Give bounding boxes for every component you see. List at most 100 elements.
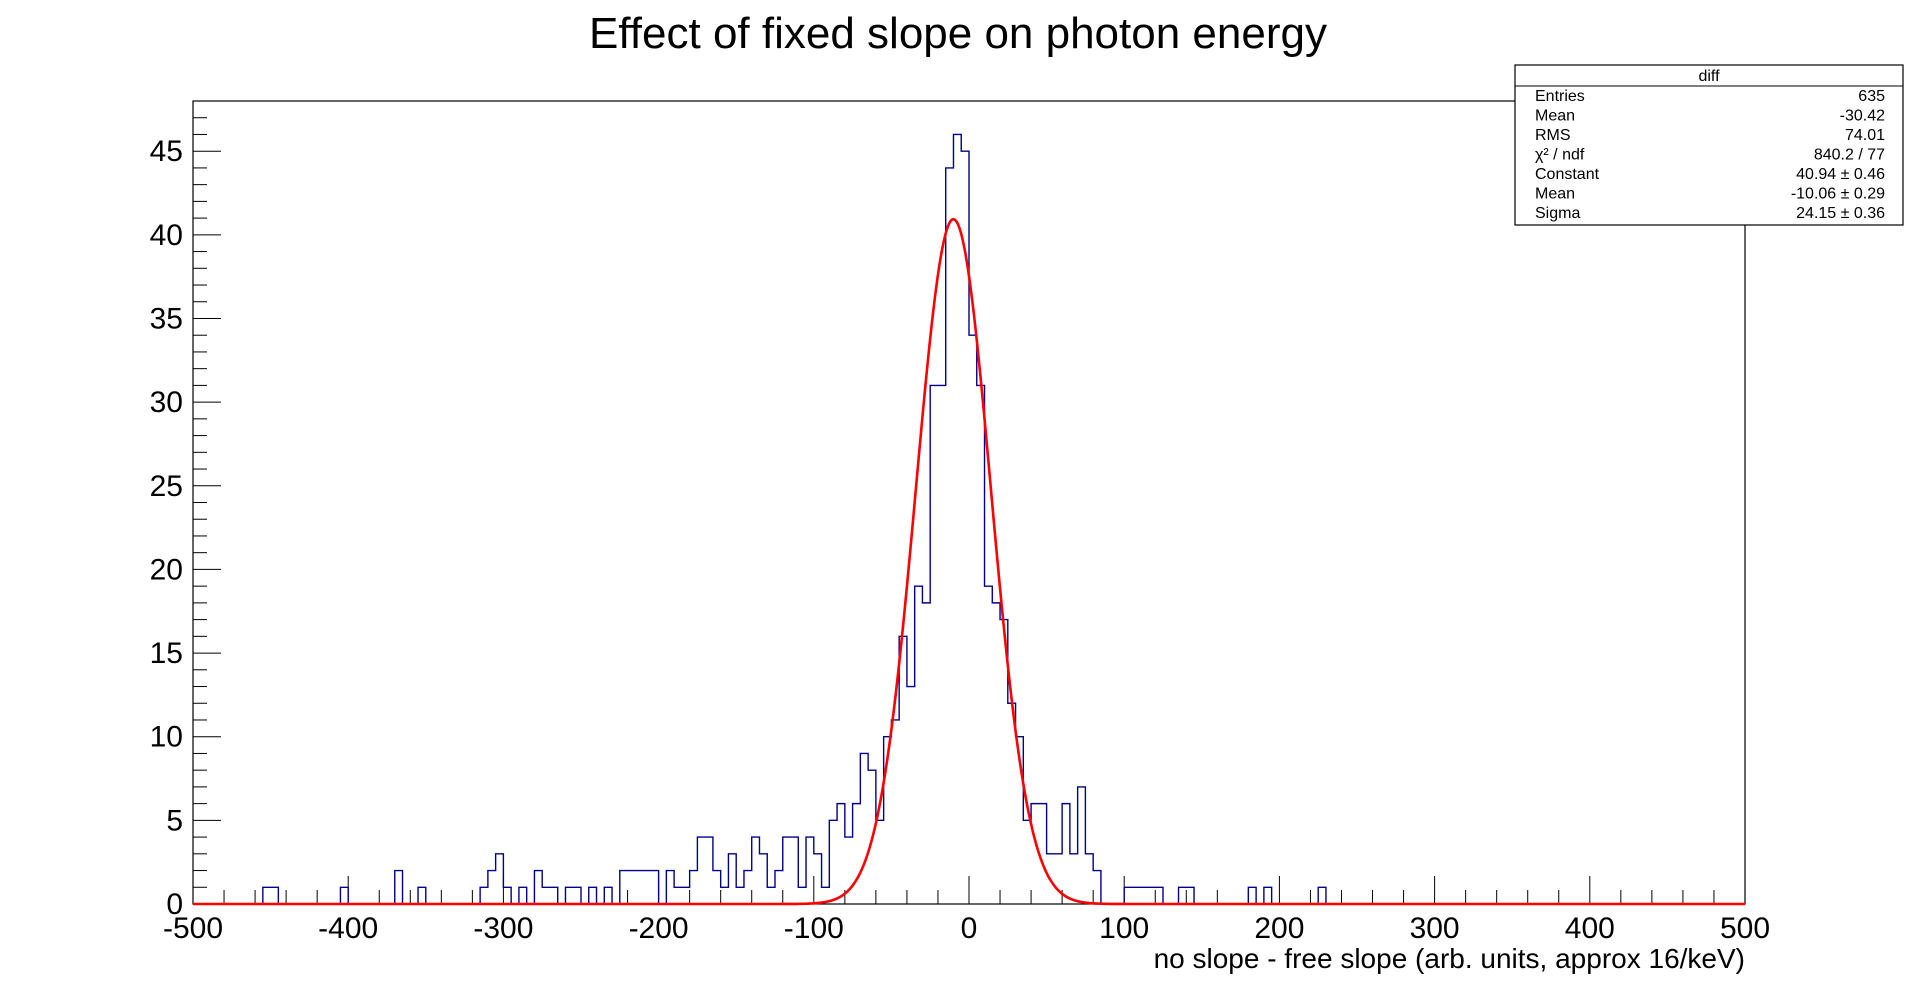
histogram-bin — [604, 887, 612, 904]
histogram-bin — [271, 887, 279, 904]
histogram-bin — [728, 854, 736, 904]
y-tick-label: 25 — [150, 470, 183, 503]
histogram-bin — [752, 837, 760, 904]
stats-row-label: Sigma — [1535, 205, 1580, 222]
histogram-bin — [1248, 887, 1256, 904]
histogram-bin — [1132, 887, 1140, 904]
histogram-bin — [829, 820, 837, 904]
histogram-bin — [1008, 703, 1016, 904]
y-tick-label: 40 — [150, 219, 183, 252]
histogram-bin — [340, 887, 348, 904]
histogram-bin — [589, 887, 597, 904]
y-tick-label: 5 — [166, 804, 183, 837]
histogram-bin — [1147, 887, 1155, 904]
histogram-bin — [620, 871, 628, 904]
histogram-bin — [837, 804, 845, 904]
histogram-bin — [938, 385, 946, 904]
histogram-series — [193, 133, 1745, 905]
histogram-bin — [1062, 804, 1070, 904]
histogram-bin — [1070, 854, 1078, 904]
histogram-bin — [806, 837, 814, 904]
histogram-bin — [395, 871, 403, 904]
y-tick-label: 35 — [150, 302, 183, 335]
histogram-bin — [1078, 787, 1086, 904]
histogram-bin — [666, 871, 674, 904]
histogram-bin — [891, 720, 899, 904]
histogram-bin — [542, 887, 550, 904]
histogram-bin — [697, 837, 705, 904]
stats-row-value: 635 — [1858, 88, 1885, 105]
x-tick-label: -200 — [629, 912, 689, 945]
stats-row-value: 24.15 ± 0.36 — [1796, 205, 1885, 222]
histogram-bin — [263, 887, 271, 904]
histogram-bin — [721, 887, 729, 904]
stats-row-value: 74.01 — [1845, 127, 1885, 144]
stats-row-label: χ² / ndf — [1535, 147, 1585, 164]
histogram-bin — [1085, 854, 1093, 904]
x-tick-label: 0 — [961, 912, 978, 945]
histogram-bin — [705, 837, 713, 904]
x-tick-label: -400 — [318, 912, 378, 945]
histogram-bin — [977, 385, 985, 904]
histogram-bin — [1140, 887, 1148, 904]
stats-row-label: Mean — [1535, 186, 1575, 203]
histogram-bin — [985, 586, 993, 904]
x-axis-label: no slope - free slope (arb. units, appro… — [1154, 943, 1745, 974]
x-tick-label: 500 — [1720, 912, 1770, 945]
x-tick-label: -100 — [784, 912, 844, 945]
histogram-bin — [1179, 887, 1187, 904]
stats-row-value: 40.94 ± 0.46 — [1796, 166, 1885, 183]
histogram-bin — [1155, 887, 1163, 904]
histogram-bin — [798, 887, 806, 904]
histogram-bin — [635, 871, 643, 904]
histogram-bin — [488, 871, 496, 904]
x-tick-label: -300 — [473, 912, 533, 945]
histogram-bin — [418, 887, 426, 904]
y-axis: 0 5 10 15 20 25 30 35 40 45 — [150, 117, 221, 921]
histogram-bin — [1023, 820, 1031, 904]
histogram-bin — [930, 385, 938, 904]
y-tick-label: 15 — [150, 637, 183, 670]
histogram-bin — [783, 837, 791, 904]
histogram-bin — [1054, 854, 1062, 904]
histogram-bin — [674, 887, 682, 904]
histogram-bin — [1264, 887, 1272, 904]
y-tick-label: 45 — [150, 135, 183, 168]
histogram-bin — [853, 804, 861, 904]
x-tick-label: 400 — [1565, 912, 1615, 945]
stats-row-label: RMS — [1535, 127, 1571, 144]
histogram-bin — [791, 837, 799, 904]
histogram-bin — [534, 871, 542, 904]
gaussian-fit-series — [193, 217, 1745, 906]
x-tick-label: 300 — [1410, 912, 1460, 945]
stats-row-value: 840.2 / 77 — [1814, 147, 1885, 164]
histogram-bin — [922, 603, 930, 904]
histogram-bin — [682, 887, 690, 904]
histogram-bin — [876, 820, 884, 904]
stats-row-value: -10.06 ± 0.29 — [1791, 186, 1885, 203]
histogram-bin — [550, 887, 558, 904]
histogram-bin — [767, 887, 775, 904]
stats-row-label: Constant — [1535, 166, 1600, 183]
y-tick-label: 30 — [150, 386, 183, 419]
stats-row-label: Entries — [1535, 88, 1585, 105]
histogram-bin — [1031, 804, 1039, 904]
x-axis: -500 -400 -300 -200 -100 0 100 200 300 400 500 — [163, 876, 1770, 945]
chart-title: Effect of fixed slope on photon energy — [589, 9, 1327, 58]
histogram-bin — [496, 854, 504, 904]
histogram-bin — [775, 871, 783, 904]
stats-box: diff Entries 635 Mean -30.42 RMS 74.01 χ² / nd… — [1514, 64, 1904, 226]
histogram-bin — [1124, 887, 1132, 904]
histogram-bin — [1318, 887, 1326, 904]
histogram-bin — [628, 871, 636, 904]
stats-box-title: diff — [1698, 68, 1720, 85]
x-tick-label: 200 — [1254, 912, 1304, 945]
histogram-bin — [1093, 871, 1101, 904]
histogram-bin — [915, 586, 923, 904]
gaussian-fit-line — [193, 217, 1745, 906]
stats-row-value: -30.42 — [1840, 108, 1885, 125]
histogram-bin — [814, 854, 822, 904]
histogram-bin — [907, 687, 915, 904]
histogram-bin — [573, 887, 581, 904]
